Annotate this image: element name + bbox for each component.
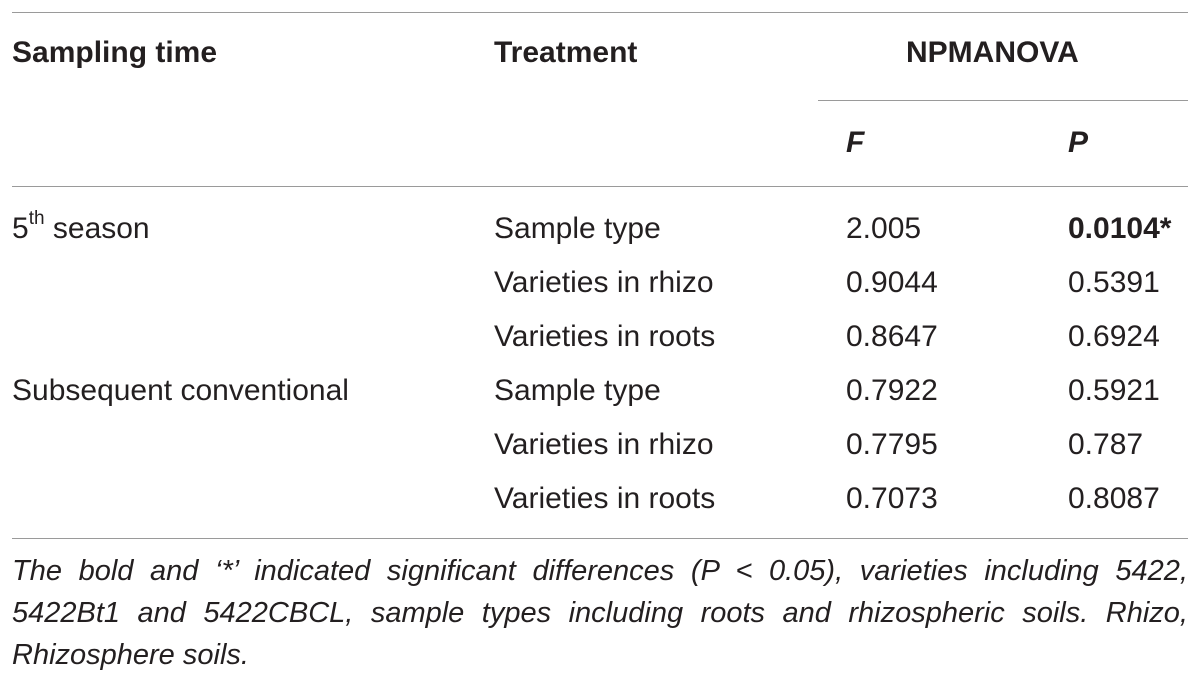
row6-f: 0.7073: [846, 482, 938, 515]
row1-f: 2.005: [846, 212, 922, 245]
row4-f: 0.7922: [846, 374, 938, 407]
header-p: P: [1068, 126, 1089, 159]
header-f: F: [846, 126, 865, 159]
row6-treatment: Varieties in roots: [494, 482, 716, 515]
row4-treatment: Sample type: [494, 374, 661, 407]
row4-sampling-time: Subsequent conventional: [12, 374, 349, 407]
row5-f: 0.7795: [846, 428, 938, 461]
npmanova-underline: [818, 100, 1188, 101]
row1-treatment: Sample type: [494, 212, 661, 245]
table-caption: The bold and ‘*’ indicated significant d…: [12, 555, 1188, 671]
header-sampling-time: Sampling time: [12, 36, 218, 69]
row1-sampling-sup: th: [28, 208, 45, 229]
table-bottom-rule: [12, 538, 1188, 539]
row2-f: 0.9044: [846, 266, 938, 299]
row2-p: 0.5391: [1068, 266, 1160, 299]
header-treatment: Treatment: [494, 36, 638, 69]
top-rule: [12, 12, 1188, 13]
row4-p: 0.5921: [1068, 374, 1160, 407]
header-bottom-rule: [12, 186, 1188, 187]
row6-p: 0.8087: [1068, 482, 1160, 515]
row1-sampling-time: 5th season: [12, 209, 150, 246]
header-npmanova: NPMANOVA: [906, 36, 1079, 69]
row5-treatment: Varieties in rhizo: [494, 428, 714, 461]
row1-sampling-base: 5: [12, 212, 29, 245]
row1-p: 0.0104*: [1068, 212, 1172, 245]
row5-p: 0.787: [1068, 428, 1144, 461]
row2-treatment: Varieties in rhizo: [494, 266, 714, 299]
row3-treatment: Varieties in roots: [494, 320, 716, 353]
row1-sampling-rest: season: [44, 212, 150, 245]
row3-f: 0.8647: [846, 320, 938, 353]
row3-p: 0.6924: [1068, 320, 1160, 353]
